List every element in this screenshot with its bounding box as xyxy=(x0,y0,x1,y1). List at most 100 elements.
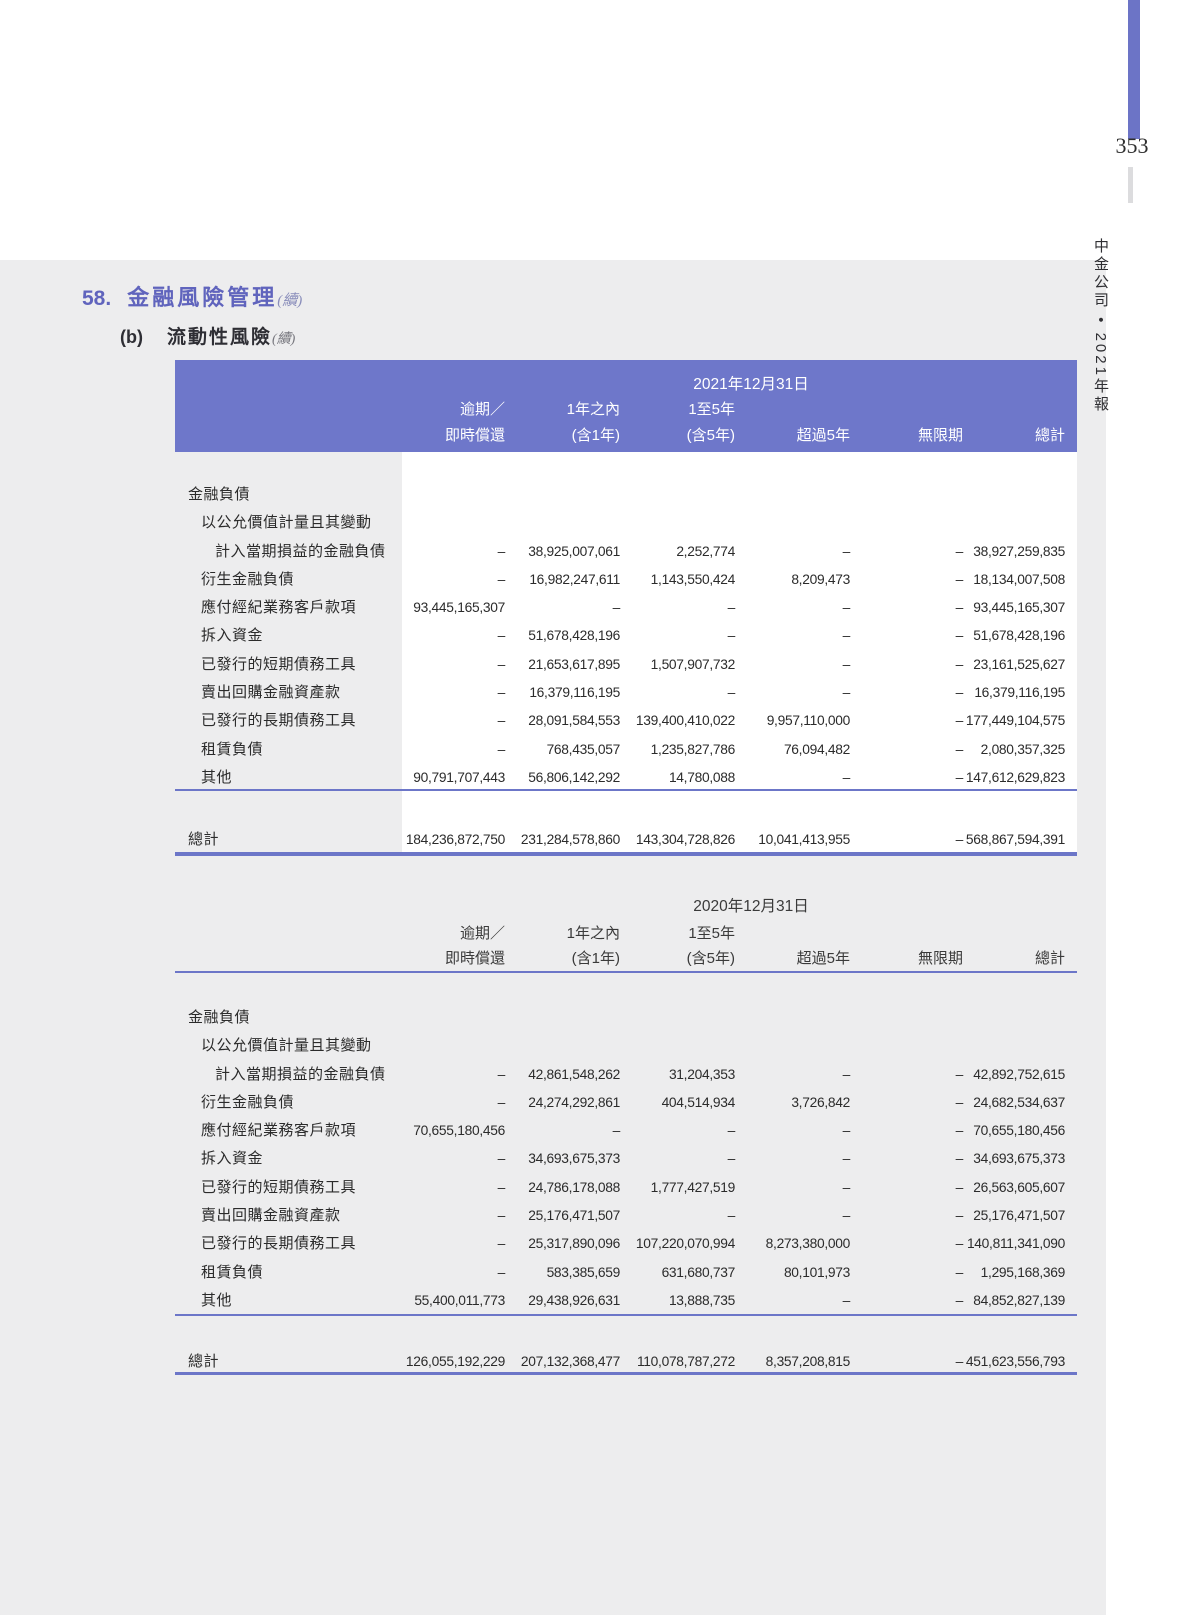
table-row: 其他 90,791,707,443 56,806,142,292 14,780,088… xyxy=(175,764,1077,792)
section-continued-marker: (續) xyxy=(277,293,303,309)
column-header: 即時償還 xyxy=(444,427,505,444)
table-row: 拆入資金 –51,678,428,196– – –51,678,428,196 xyxy=(175,622,1077,650)
cell-value: 76,094,482 xyxy=(783,741,850,757)
table-row: 賣出回購金融資產款 –16,379,116,195– – –16,379,116,19… xyxy=(175,679,1077,707)
total-row-2021: 總計 184,236,872,750 231,284,578,860 143,3… xyxy=(175,826,1077,854)
table-bottom-rule xyxy=(175,1372,1077,1375)
section-title: 金融風險管理 xyxy=(127,285,278,310)
subsection-title: 流動性風險 xyxy=(166,327,272,348)
cell-value: – xyxy=(727,1208,736,1224)
column-header: 超過5年 xyxy=(796,427,850,444)
table-date-header-2021: 2021年12月31日 xyxy=(693,376,809,393)
cell-value: – xyxy=(497,1151,506,1167)
cell-value: – xyxy=(497,571,506,587)
total-value: 568,867,594,391 xyxy=(965,832,1065,847)
cell-value: 1,235,827,786 xyxy=(650,741,736,757)
financial-liabilities-table-2020: 金融負債 以公允價值計量且其變動 計入當期損益的金融負債 – 42,861,548,26… xyxy=(175,1004,1077,1315)
cell-value: 25,176,471,507 xyxy=(973,1208,1065,1224)
row-label: 租賃負債 xyxy=(201,740,264,758)
cell-value: 404,514,934 xyxy=(661,1094,736,1110)
cell-value: 177,449,104,575 xyxy=(965,713,1065,729)
cell-value: – xyxy=(842,1208,851,1224)
cell-value: – xyxy=(842,1123,851,1139)
cell-value: 28,091,584,553 xyxy=(528,713,620,729)
cell-value: 8,273,380,000 xyxy=(765,1236,851,1252)
cell-value: – xyxy=(497,713,506,729)
cell-value: 583,385,659 xyxy=(546,1264,621,1280)
subsection-continued-marker: (續) xyxy=(272,332,296,347)
cell-value: – xyxy=(842,1179,851,1195)
table-row: 已發行的長期債務工具 – 28,091,584,553 139,400,410,022… xyxy=(175,707,1077,735)
cell-value: 42,892,752,615 xyxy=(973,1066,1065,1082)
row-label: 已發行的短期債務工具 xyxy=(201,1178,357,1196)
section-number: 58. xyxy=(82,287,112,310)
cell-value: – xyxy=(497,1208,506,1224)
cell-value: 56,806,142,292 xyxy=(528,769,620,785)
cell-value: – xyxy=(955,1094,964,1110)
cell-value: 107,220,070,994 xyxy=(635,1236,735,1252)
cell-value: – xyxy=(955,1179,964,1195)
table-row: 拆入資金 –34,693,675,373– – –34,693,675,373 xyxy=(175,1145,1077,1173)
table-row: 金融負債 xyxy=(175,1004,1077,1032)
row-label: 拆入資金 xyxy=(201,627,264,645)
cell-value: – xyxy=(727,1151,736,1167)
table-subtotal-rule xyxy=(175,1314,1077,1316)
section-heading: 58. 金融風險管理(續) xyxy=(82,280,302,312)
row-label: 應付經紀業務客戶款項 xyxy=(201,1122,357,1140)
report-spine-title: 中金公司 • 2021年報 xyxy=(1092,238,1109,414)
table-bottom-rule xyxy=(175,852,1077,856)
cell-value: – xyxy=(955,1151,964,1167)
cell-value: – xyxy=(842,543,851,559)
table-row: 應付經紀業務客戶款項 70,655,180,456– – – –70,655,180,4… xyxy=(175,1117,1077,1145)
table-row: 衍生金融負債 – 24,274,292,861 404,514,934 3,726,84… xyxy=(175,1089,1077,1117)
cell-value: 13,888,735 xyxy=(668,1292,735,1308)
cell-value: 16,982,247,611 xyxy=(529,571,620,587)
cell-value: – xyxy=(497,628,506,644)
cell-value: 1,295,168,369 xyxy=(980,1264,1066,1280)
row-label: 金融負債 xyxy=(188,486,251,503)
cell-value: – xyxy=(842,1066,851,1082)
row-label: 計入當期損益的金融負債 xyxy=(215,1065,386,1083)
column-header: 總計 xyxy=(1034,950,1065,967)
column-header: (含1年) xyxy=(571,427,620,444)
cell-value: 23,161,525,627 xyxy=(973,656,1065,672)
cell-value: – xyxy=(497,741,506,757)
cell-value: 1,143,550,424 xyxy=(650,571,736,587)
total-value: 231,284,578,860 xyxy=(520,832,620,847)
table-date-header-2020: 2020年12月31日 xyxy=(693,898,809,915)
table-row: 衍生金融負債 – 16,982,247,611 1,143,550,424 8,209,… xyxy=(175,566,1077,594)
cell-value: – xyxy=(955,741,964,757)
cell-value: – xyxy=(955,1066,964,1082)
cell-value: 26,563,605,607 xyxy=(973,1179,1065,1195)
table-header-rule-2020 xyxy=(175,971,1077,973)
table-row: 賣出回購金融資產款 –25,176,471,507– – –25,176,471,50… xyxy=(175,1202,1077,1230)
column-header: 1至5年 xyxy=(688,925,735,942)
column-header: 逾期／ xyxy=(459,401,505,418)
cell-value: – xyxy=(955,1208,964,1224)
total-value: 10,041,413,955 xyxy=(758,832,850,847)
cell-value: 29,438,926,631 xyxy=(528,1292,620,1308)
row-label: 金融負債 xyxy=(188,1009,251,1026)
cell-value: 93,445,165,307 xyxy=(413,600,505,616)
total-value: 110,078,787,272 xyxy=(636,1354,735,1369)
column-header: (含5年) xyxy=(686,950,735,967)
cell-value: 38,927,259,835 xyxy=(973,543,1065,559)
row-label: 已發行的長期債務工具 xyxy=(201,712,357,730)
cell-value: – xyxy=(842,628,851,644)
total-value: – xyxy=(955,832,964,847)
cell-value: – xyxy=(727,600,736,616)
row-label: 應付經紀業務客戶款項 xyxy=(201,599,357,617)
cell-value: 31,204,353 xyxy=(668,1066,735,1082)
table-row: 其他 55,400,011,773 29,438,926,631 13,888,735… xyxy=(175,1287,1077,1315)
table-header-band-2021 xyxy=(175,360,1077,452)
cell-value: 24,274,292,861 xyxy=(528,1094,620,1110)
cell-value: – xyxy=(842,769,851,785)
cell-value: 18,134,007,508 xyxy=(973,571,1065,587)
cell-value: 25,176,471,507 xyxy=(528,1208,620,1224)
cell-value: – xyxy=(497,543,506,559)
cell-value: 55,400,011,773 xyxy=(414,1292,505,1308)
cell-value: – xyxy=(955,656,964,672)
cell-value: 9,957,110,000 xyxy=(766,713,851,729)
cell-value: – xyxy=(727,1123,736,1139)
